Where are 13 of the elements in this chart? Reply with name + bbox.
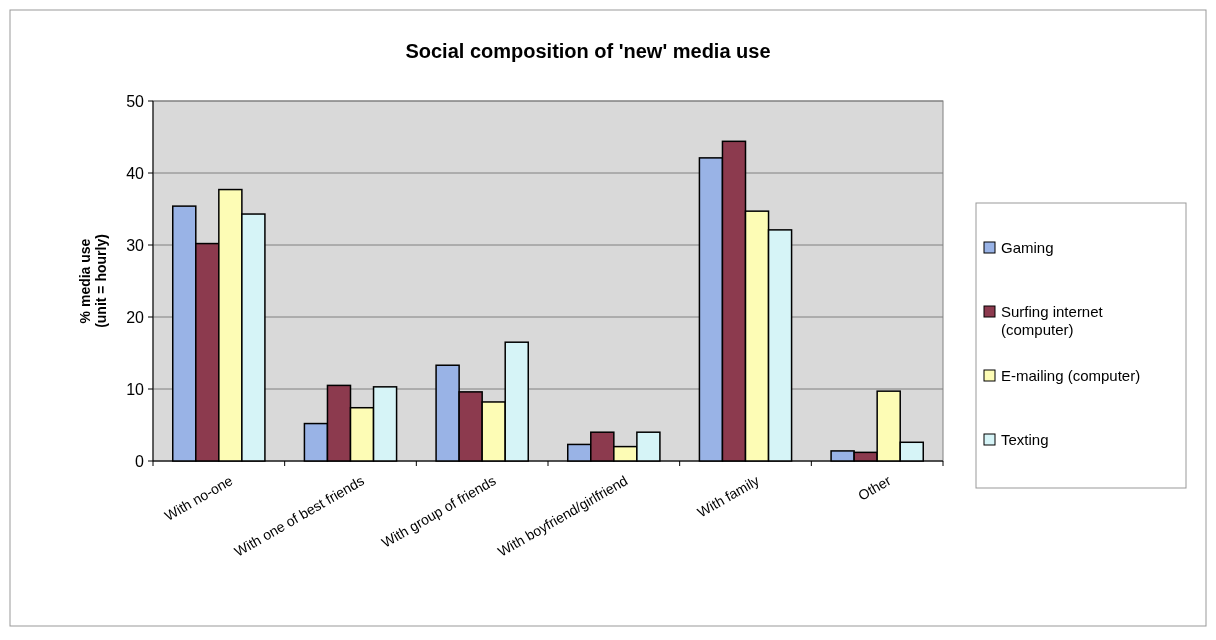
y-tick-label: 0 bbox=[135, 452, 145, 470]
chart-title: Social composition of 'new' media use bbox=[405, 40, 771, 62]
y-tick-label: 40 bbox=[126, 164, 145, 182]
y-tick-label: 20 bbox=[126, 308, 145, 326]
legend-label: Texting bbox=[1001, 431, 1049, 449]
y-tick-label: 50 bbox=[126, 92, 145, 110]
x-tick-label: Other bbox=[855, 472, 894, 504]
legend-label: Surfing internet (computer) bbox=[1001, 303, 1104, 339]
legend-label: E-mailing (computer) bbox=[1001, 367, 1141, 385]
y-tick-label: 10 bbox=[126, 380, 145, 398]
y-axis-title: % media use (unit = hourly) bbox=[76, 234, 110, 328]
legend-label: Gaming bbox=[1001, 239, 1054, 257]
y-tick-label: 30 bbox=[126, 236, 145, 254]
